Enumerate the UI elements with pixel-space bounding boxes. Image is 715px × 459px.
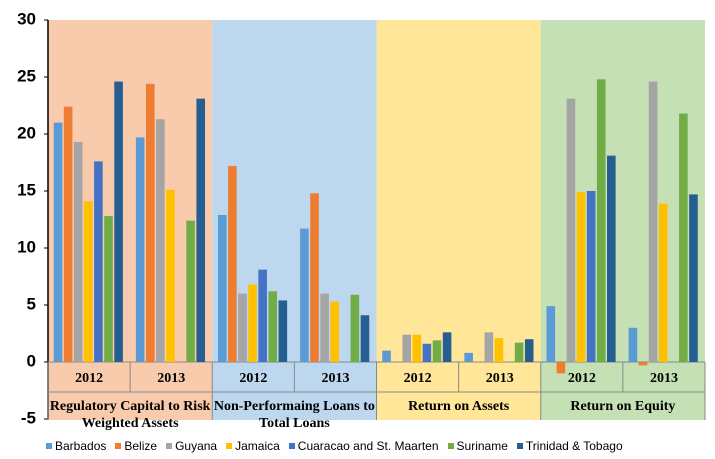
y-tick-label: 5 bbox=[27, 294, 36, 313]
legend-item: Barbados bbox=[46, 439, 106, 453]
group-label: Regulatory Capital to Risk Weighted Asse… bbox=[49, 399, 211, 431]
bar bbox=[422, 343, 432, 362]
bar bbox=[94, 161, 103, 362]
legend-label: Barbados bbox=[55, 439, 107, 453]
legend-swatch bbox=[166, 443, 173, 449]
y-tick-label: 10 bbox=[17, 237, 36, 256]
x-tick-label: 2012 bbox=[404, 371, 432, 386]
legend: Barbados Belize Guyana Jamaica Cuaracao and … bbox=[46, 439, 715, 453]
bar bbox=[330, 301, 339, 362]
bar bbox=[84, 201, 93, 362]
bar bbox=[546, 306, 556, 362]
bar bbox=[689, 194, 698, 362]
bar bbox=[648, 81, 658, 362]
legend-swatch bbox=[115, 443, 122, 449]
legend-label: Jamaica bbox=[235, 439, 280, 453]
bar bbox=[576, 192, 586, 362]
bar bbox=[63, 106, 73, 362]
bar bbox=[258, 269, 267, 362]
bar bbox=[628, 327, 638, 362]
bar bbox=[166, 189, 175, 362]
bar bbox=[73, 141, 83, 362]
bar bbox=[156, 119, 165, 363]
bar bbox=[484, 332, 494, 362]
bar bbox=[186, 220, 195, 362]
legend-item: Cuaracao and St. Maarten bbox=[288, 439, 439, 453]
x-tick-label: 2013 bbox=[157, 371, 185, 386]
bar bbox=[104, 216, 113, 362]
bar bbox=[638, 362, 648, 366]
y-tick-label: 20 bbox=[17, 123, 36, 142]
bar bbox=[320, 293, 329, 362]
y-tick-label: -5 bbox=[21, 408, 36, 427]
legend-swatch bbox=[447, 443, 454, 449]
x-tick-label: 2013 bbox=[650, 371, 678, 386]
bar bbox=[300, 228, 309, 362]
x-tick-label: 2013 bbox=[321, 371, 349, 386]
legend-label: Cuaracao and St. Maarten bbox=[297, 439, 439, 453]
bar bbox=[402, 334, 412, 362]
x-tick-label: 2013 bbox=[486, 371, 514, 386]
bar bbox=[524, 339, 534, 362]
legend-item: Trinidad & Tobago bbox=[516, 439, 623, 453]
group-label: Return on Assets bbox=[408, 399, 510, 414]
legend-swatch bbox=[516, 443, 523, 449]
bar bbox=[268, 291, 278, 362]
bar bbox=[53, 122, 63, 362]
bar bbox=[217, 214, 227, 362]
bar bbox=[556, 362, 566, 374]
x-tick-label: 2012 bbox=[239, 371, 267, 386]
bar bbox=[494, 338, 504, 362]
bar bbox=[658, 203, 668, 362]
bar bbox=[135, 137, 145, 362]
x-tick-label: 2012 bbox=[568, 371, 596, 386]
group-label: Return on Equity bbox=[570, 399, 676, 414]
bar bbox=[412, 334, 422, 362]
x-tick-label: 2012 bbox=[75, 371, 103, 386]
bar bbox=[464, 352, 473, 362]
legend-item: Jamaica bbox=[226, 439, 280, 453]
y-tick-label: 25 bbox=[17, 66, 36, 85]
bar bbox=[442, 332, 452, 362]
y-tick-label: 0 bbox=[27, 351, 36, 370]
bar bbox=[432, 340, 442, 362]
legend-label: Trinidad & Tobago bbox=[525, 439, 623, 453]
bar bbox=[114, 81, 123, 362]
bar bbox=[278, 300, 288, 362]
legend-label: Belize bbox=[124, 439, 158, 453]
legend-item: Belize bbox=[115, 439, 157, 453]
legend-label: Suriname bbox=[456, 439, 508, 453]
group-label: Non-Performaing Loans to Total Loans bbox=[213, 399, 375, 431]
bar bbox=[350, 294, 360, 362]
bar bbox=[145, 83, 155, 362]
y-tick-label: 30 bbox=[17, 9, 36, 28]
bar bbox=[679, 113, 688, 362]
bar bbox=[566, 98, 576, 362]
bar bbox=[382, 350, 391, 362]
y-tick-label: 15 bbox=[17, 180, 36, 199]
bar bbox=[596, 79, 606, 362]
bar bbox=[607, 155, 616, 362]
legend-swatch bbox=[226, 443, 233, 449]
bar bbox=[514, 342, 524, 362]
legend-item: Guyana bbox=[166, 439, 217, 453]
legend-item: Suriname bbox=[447, 439, 508, 453]
bar bbox=[586, 191, 596, 362]
legend-swatch bbox=[46, 443, 52, 449]
bar bbox=[228, 165, 237, 362]
legend-swatch bbox=[288, 443, 295, 449]
bar bbox=[310, 193, 319, 362]
bar bbox=[238, 293, 247, 362]
bar bbox=[196, 98, 206, 362]
legend-label: Guyana bbox=[175, 439, 218, 453]
bar bbox=[248, 284, 257, 362]
bar bbox=[360, 315, 370, 362]
